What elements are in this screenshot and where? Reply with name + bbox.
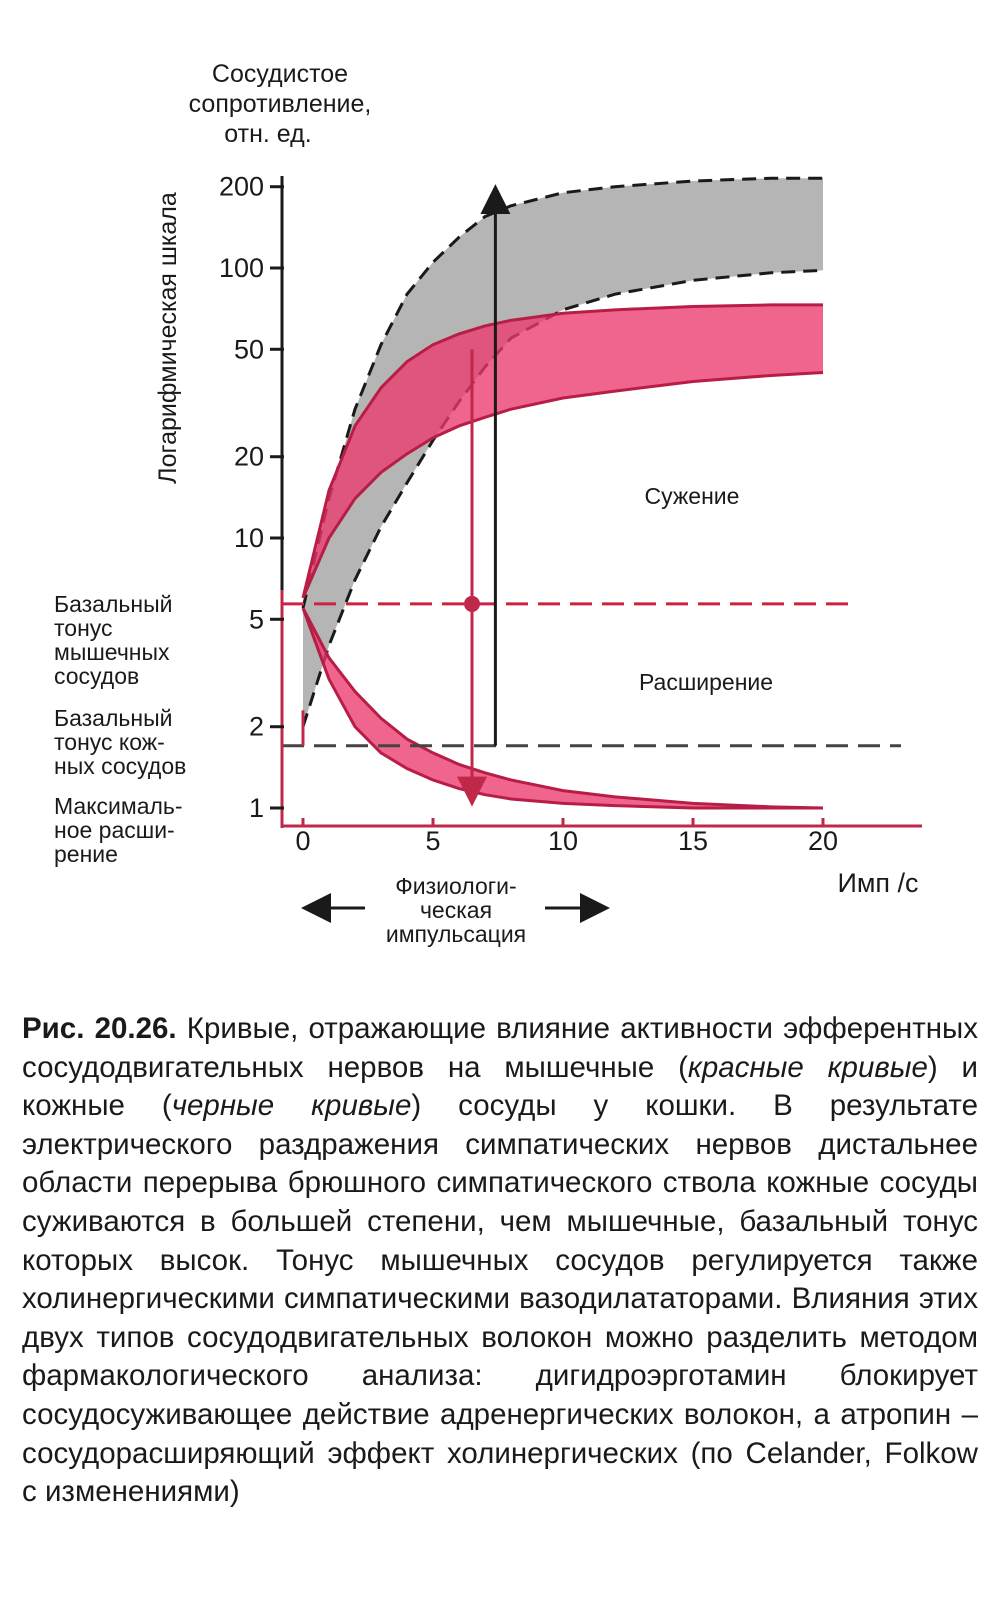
- basal-muscle-tone-line-4: сосудов: [54, 663, 139, 689]
- y-tick-label-200: 200: [219, 172, 264, 202]
- caption-text-2: ) и кожные (: [22, 1050, 979, 1123]
- y-axis-title-line-3: отн. ед.: [224, 120, 311, 148]
- max-dilation-line-2: ное расши-: [54, 817, 175, 843]
- band-dilation-2: [303, 608, 823, 808]
- band-constriction-1: [303, 304, 823, 598]
- basal-skin-tone-line-3: ных сосудов: [54, 753, 186, 779]
- y-tick-label-100: 100: [219, 253, 264, 283]
- basal-skin-tone-line-1: Базальный: [54, 705, 172, 731]
- curve-bands: [301, 176, 824, 810]
- constriction-label: Сужение: [645, 483, 740, 509]
- x-tick-label-5: 5: [425, 826, 440, 856]
- marker-point: [464, 595, 480, 612]
- band-constriction-0: [303, 178, 823, 727]
- y-axis-title-line-1: Сосудистое: [212, 60, 348, 88]
- max-dilation-line-3: рение: [54, 841, 118, 867]
- basal-muscle-tone-line-1: Базальный: [54, 591, 172, 617]
- y-tick-label-50: 50: [234, 334, 264, 364]
- physio-label-line-2: ческая: [420, 897, 492, 923]
- band-upper-edge-2: [301, 607, 824, 810]
- band-lower-edge-2: [301, 607, 823, 810]
- x-tick-label-0: 0: [295, 826, 310, 856]
- caption-label: Рис. 20.26.: [22, 1012, 177, 1045]
- y-axis-scale-label: Логарифмическая шкала: [154, 192, 182, 484]
- band-upper-edge-1: [301, 303, 823, 599]
- caption-red-curves: красные кривые: [687, 1050, 928, 1084]
- x-tick-label-15: 15: [678, 826, 708, 856]
- band-upper-edge-0: [301, 176, 823, 609]
- caption-text-3: ) сосуды у кошки. В результате электриче…: [22, 1089, 978, 1509]
- basal-muscle-tone-line-3: мышечных: [54, 639, 170, 665]
- max-dilation-line-1: Максималь-: [54, 793, 183, 819]
- figure-caption: Рис. 20.26. Кривые, отражающие влияние а…: [22, 1010, 978, 1512]
- x-tick-label-10: 10: [548, 826, 578, 856]
- physio-label-line-1: Физиологи-: [395, 873, 516, 899]
- reference-lines: [282, 184, 901, 807]
- y-tick-label-20: 20: [234, 442, 264, 472]
- y-tick-label-5: 5: [249, 604, 264, 634]
- y-tick-label-2: 2: [249, 712, 264, 742]
- y-axis-title-line-2: сопротивление,: [189, 90, 372, 118]
- dilation-label: Расширение: [639, 669, 773, 695]
- basal-skin-tone-line-2: тонус кож-: [54, 729, 165, 755]
- physio-label-line-3: импульсация: [386, 921, 526, 947]
- basal-muscle-tone-line-2: тонус: [54, 615, 113, 641]
- y-tick-label-1: 1: [249, 793, 264, 823]
- x-axis-label: Имп /с: [837, 868, 918, 898]
- vascular-resistance-chart: Сосудистое сопротивление, отн. ед. Логар…: [54, 60, 922, 947]
- caption-black-curves: черные кривые: [171, 1089, 412, 1123]
- x-tick-label-20: 20: [808, 826, 838, 856]
- y-tick-label-10: 10: [234, 523, 264, 553]
- caption-text-1: Кривые, отражающие влияние активности эф…: [22, 1012, 978, 1084]
